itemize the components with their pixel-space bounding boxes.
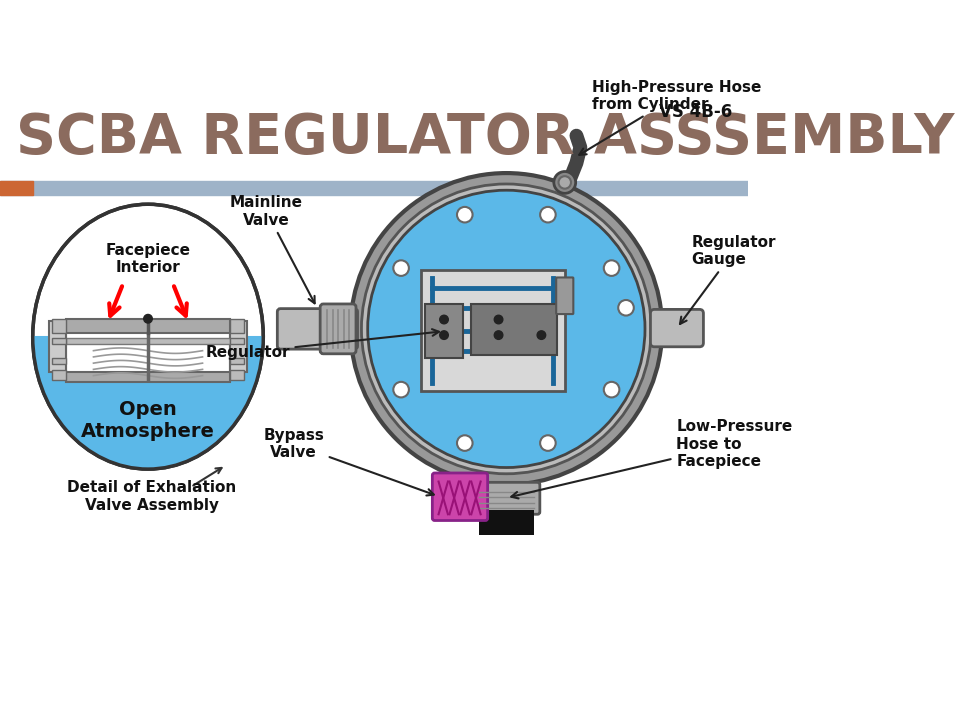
Text: Regulator
Gauge: Regulator Gauge xyxy=(680,235,777,324)
Text: Bypass
Valve: Bypass Valve xyxy=(263,428,434,495)
Circle shape xyxy=(494,330,503,339)
Circle shape xyxy=(540,207,556,222)
Circle shape xyxy=(394,261,409,276)
Bar xyxy=(229,358,244,364)
Circle shape xyxy=(394,382,409,397)
FancyBboxPatch shape xyxy=(651,310,704,347)
Circle shape xyxy=(440,330,448,339)
Bar xyxy=(66,321,229,379)
Bar xyxy=(52,319,66,333)
FancyBboxPatch shape xyxy=(556,277,573,314)
Polygon shape xyxy=(33,337,263,469)
Bar xyxy=(66,319,229,333)
Circle shape xyxy=(604,261,619,276)
Bar xyxy=(420,271,564,391)
Bar xyxy=(229,319,244,333)
Circle shape xyxy=(362,184,651,474)
Circle shape xyxy=(350,173,662,485)
Circle shape xyxy=(559,176,571,189)
Circle shape xyxy=(618,300,634,315)
Bar xyxy=(52,338,66,344)
Bar xyxy=(66,338,229,344)
Ellipse shape xyxy=(33,204,263,469)
Text: SCBA REGULATOR ASSSEMBLY: SCBA REGULATOR ASSSEMBLY xyxy=(15,112,954,166)
Bar xyxy=(229,370,244,379)
Circle shape xyxy=(537,330,545,339)
Text: Open
Atmosphere: Open Atmosphere xyxy=(81,400,215,441)
Text: VS 4B-6: VS 4B-6 xyxy=(659,103,732,121)
FancyBboxPatch shape xyxy=(473,482,540,514)
Bar xyxy=(0,181,748,195)
Text: Facepiece
Interior: Facepiece Interior xyxy=(106,243,190,275)
Bar xyxy=(52,370,66,379)
Circle shape xyxy=(554,171,576,194)
Circle shape xyxy=(457,207,472,222)
Text: Low-Pressure
Hose to
Facepiece: Low-Pressure Hose to Facepiece xyxy=(512,419,792,498)
Circle shape xyxy=(440,315,448,324)
Circle shape xyxy=(368,190,645,467)
FancyBboxPatch shape xyxy=(277,309,357,349)
FancyBboxPatch shape xyxy=(321,304,356,354)
Text: Detail of Exhalation
Valve Assembly: Detail of Exhalation Valve Assembly xyxy=(67,480,236,513)
Bar xyxy=(479,510,534,535)
Bar xyxy=(229,338,244,344)
Text: High-Pressure Hose
from Cylinder: High-Pressure Hose from Cylinder xyxy=(579,80,761,155)
Bar xyxy=(424,304,464,359)
Bar xyxy=(49,321,66,372)
Circle shape xyxy=(494,315,503,324)
Circle shape xyxy=(540,436,556,451)
Circle shape xyxy=(144,315,153,323)
Circle shape xyxy=(457,436,472,451)
Bar xyxy=(66,372,229,382)
Bar xyxy=(0,181,33,195)
FancyBboxPatch shape xyxy=(432,473,488,521)
Bar xyxy=(52,358,66,364)
Bar xyxy=(229,321,247,372)
Circle shape xyxy=(604,382,619,397)
Text: Regulator: Regulator xyxy=(205,329,439,360)
Bar xyxy=(471,304,557,354)
Text: Mainline
Valve: Mainline Valve xyxy=(229,195,315,303)
